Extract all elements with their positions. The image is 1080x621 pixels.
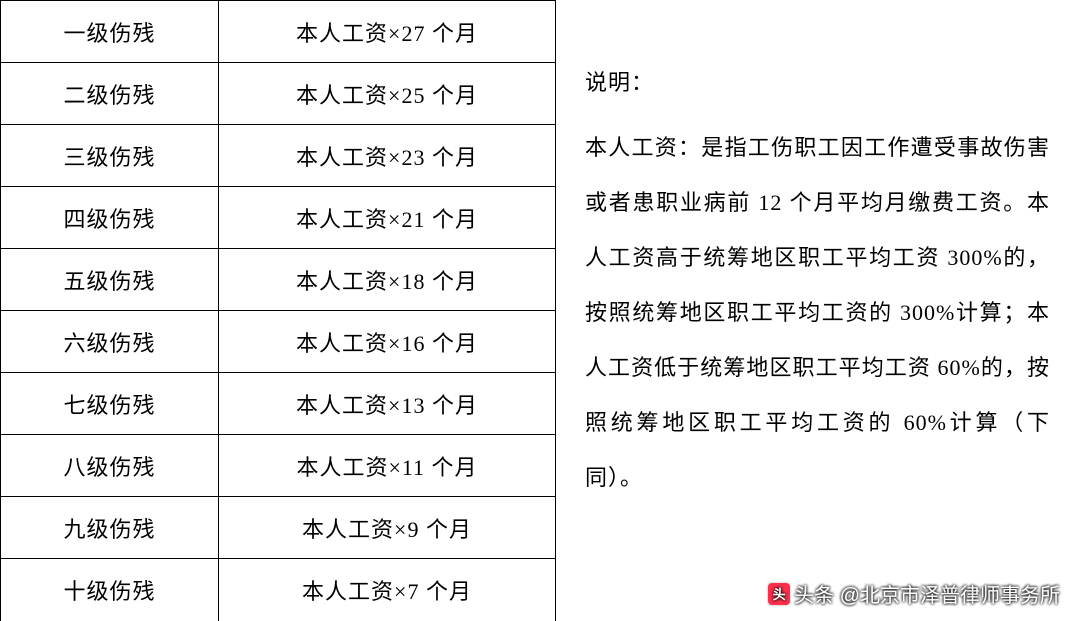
compensation-table: 一级伤残本人工资×27 个月二级伤残本人工资×25 个月三级伤残本人工资×23 … — [0, 0, 556, 621]
disability-level-cell: 六级伤残 — [1, 311, 219, 373]
table-row: 九级伤残本人工资×9 个月 — [1, 497, 556, 559]
compensation-cell: 本人工资×21 个月 — [219, 187, 556, 249]
description-body: 本人工资：是指工伤职工因工作遭受事故伤害或者患职业病前 12 个月平均月缴费工资… — [585, 120, 1050, 505]
table-row: 二级伤残本人工资×25 个月 — [1, 63, 556, 125]
watermark-text: 头条 @北京市泽普律师事务所 — [794, 579, 1060, 608]
table-row: 四级伤残本人工资×21 个月 — [1, 187, 556, 249]
compensation-cell: 本人工资×13 个月 — [219, 373, 556, 435]
disability-level-cell: 五级伤残 — [1, 249, 219, 311]
table-row: 五级伤残本人工资×18 个月 — [1, 249, 556, 311]
description-heading: 说明： — [585, 55, 1050, 110]
compensation-cell: 本人工资×11 个月 — [219, 435, 556, 497]
table-row: 六级伤残本人工资×16 个月 — [1, 311, 556, 373]
compensation-cell: 本人工资×16 个月 — [219, 311, 556, 373]
compensation-cell: 本人工资×7 个月 — [219, 559, 556, 621]
compensation-cell: 本人工资×9 个月 — [219, 497, 556, 559]
disability-level-cell: 二级伤残 — [1, 63, 219, 125]
table-row: 八级伤残本人工资×11 个月 — [1, 435, 556, 497]
disability-level-cell: 七级伤残 — [1, 373, 219, 435]
compensation-cell: 本人工资×25 个月 — [219, 63, 556, 125]
compensation-cell: 本人工资×23 个月 — [219, 125, 556, 187]
table-row: 十级伤残本人工资×7 个月 — [1, 559, 556, 621]
compensation-cell: 本人工资×18 个月 — [219, 249, 556, 311]
disability-level-cell: 八级伤残 — [1, 435, 219, 497]
disability-level-cell: 三级伤残 — [1, 125, 219, 187]
disability-level-cell: 一级伤残 — [1, 1, 219, 63]
disability-level-cell: 四级伤残 — [1, 187, 219, 249]
description-panel: 说明： 本人工资：是指工伤职工因工作遭受事故伤害或者患职业病前 12 个月平均月… — [555, 0, 1080, 620]
disability-level-cell: 十级伤残 — [1, 559, 219, 621]
compensation-cell: 本人工资×27 个月 — [219, 1, 556, 63]
watermark: 头 头条 @北京市泽普律师事务所 — [768, 579, 1060, 608]
table-row: 三级伤残本人工资×23 个月 — [1, 125, 556, 187]
table-row: 七级伤残本人工资×13 个月 — [1, 373, 556, 435]
watermark-logo-icon: 头 — [768, 583, 790, 605]
table-row: 一级伤残本人工资×27 个月 — [1, 1, 556, 63]
disability-level-cell: 九级伤残 — [1, 497, 219, 559]
compensation-table-wrapper: 一级伤残本人工资×27 个月二级伤残本人工资×25 个月三级伤残本人工资×23 … — [0, 0, 555, 620]
